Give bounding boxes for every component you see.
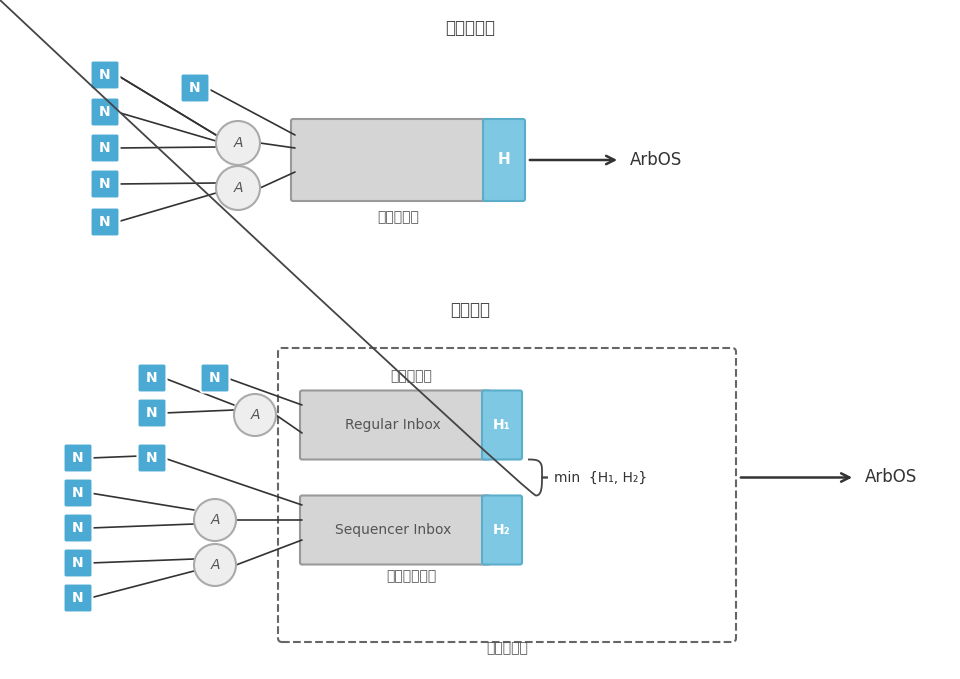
- Circle shape: [194, 499, 236, 541]
- Text: ArbOS: ArbOS: [865, 469, 917, 486]
- Text: N: N: [72, 521, 84, 535]
- FancyBboxPatch shape: [482, 390, 522, 460]
- Text: A: A: [251, 408, 260, 422]
- Text: A: A: [233, 181, 243, 195]
- Text: 链的收件箱: 链的收件箱: [486, 641, 528, 655]
- Text: N: N: [99, 177, 110, 191]
- FancyBboxPatch shape: [63, 443, 92, 473]
- FancyBboxPatch shape: [63, 583, 92, 612]
- FancyBboxPatch shape: [90, 98, 119, 126]
- FancyBboxPatch shape: [201, 363, 229, 392]
- Circle shape: [216, 121, 260, 165]
- FancyBboxPatch shape: [482, 496, 522, 564]
- FancyBboxPatch shape: [90, 208, 119, 236]
- Text: 链的收件箱: 链的收件箱: [377, 210, 419, 224]
- Text: N: N: [146, 406, 157, 420]
- Text: 没有序列器: 没有序列器: [445, 19, 495, 37]
- Text: A: A: [210, 558, 220, 572]
- Text: H₁: H₁: [493, 418, 511, 432]
- Text: N: N: [189, 81, 201, 95]
- FancyBboxPatch shape: [90, 60, 119, 90]
- Text: N: N: [146, 371, 157, 385]
- Text: N: N: [209, 371, 221, 385]
- Text: N: N: [99, 105, 110, 119]
- Text: N: N: [72, 591, 84, 605]
- Text: ArbOS: ArbOS: [630, 151, 683, 169]
- FancyBboxPatch shape: [300, 496, 490, 564]
- Circle shape: [216, 166, 260, 210]
- Text: N: N: [72, 451, 84, 465]
- Text: N: N: [72, 556, 84, 570]
- Text: N: N: [99, 215, 110, 229]
- FancyBboxPatch shape: [137, 443, 166, 473]
- Circle shape: [234, 394, 276, 436]
- Text: H₂: H₂: [493, 523, 511, 537]
- FancyBboxPatch shape: [63, 549, 92, 578]
- Text: N: N: [99, 68, 110, 82]
- FancyBboxPatch shape: [63, 479, 92, 507]
- FancyBboxPatch shape: [180, 73, 209, 103]
- Text: N: N: [146, 451, 157, 465]
- FancyBboxPatch shape: [300, 390, 490, 460]
- Text: 有序列器: 有序列器: [450, 301, 490, 319]
- FancyBboxPatch shape: [63, 513, 92, 543]
- Text: 普通收件箱: 普通收件箱: [390, 369, 432, 384]
- FancyBboxPatch shape: [90, 170, 119, 198]
- Circle shape: [194, 544, 236, 586]
- Text: Sequencer Inbox: Sequencer Inbox: [335, 523, 451, 537]
- Text: H: H: [497, 153, 511, 168]
- Text: N: N: [72, 486, 84, 500]
- FancyBboxPatch shape: [137, 399, 166, 428]
- Text: 序列器收件箱: 序列器收件箱: [386, 570, 436, 583]
- FancyBboxPatch shape: [291, 119, 491, 201]
- Text: A: A: [210, 513, 220, 527]
- FancyBboxPatch shape: [137, 363, 166, 392]
- FancyBboxPatch shape: [483, 119, 525, 201]
- Text: N: N: [99, 141, 110, 155]
- FancyBboxPatch shape: [90, 134, 119, 162]
- Text: A: A: [233, 136, 243, 150]
- Text: min  {H₁, H₂}: min {H₁, H₂}: [554, 471, 647, 485]
- Text: Regular Inbox: Regular Inbox: [346, 418, 441, 432]
